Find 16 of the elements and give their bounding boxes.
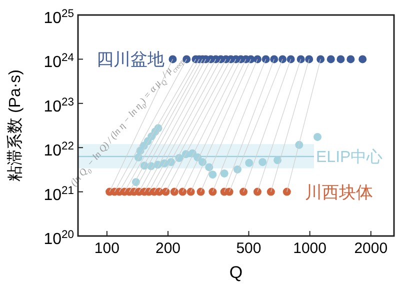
series-label: 四川盆地 [96, 50, 165, 70]
x-tick-label: 2000 [354, 240, 388, 257]
y-tick-label: 10$^{22}$ [44, 140, 74, 160]
ref-line-label: ELIP中心 [316, 148, 383, 166]
y-tick-label: 10$^{24}$ [44, 52, 74, 72]
series-label: 川西块体 [304, 182, 373, 202]
y-tick-label: 10$^{20}$ [44, 229, 74, 248]
y-tick-label: 10$^{21}$ [44, 184, 74, 204]
y-axis-title: 粘滞系数 (Pa·s) [6, 70, 24, 182]
x-tick-label: 500 [236, 240, 262, 257]
x-tick-label: 200 [156, 240, 181, 257]
x-tick-label: 1000 [293, 240, 326, 257]
x-axis-title: Q [229, 263, 243, 282]
x-tick-label: 100 [94, 240, 120, 257]
y-tick-label: 10$^{23}$ [44, 96, 74, 116]
y-tick-label: 10$^{25}$ [44, 8, 74, 27]
